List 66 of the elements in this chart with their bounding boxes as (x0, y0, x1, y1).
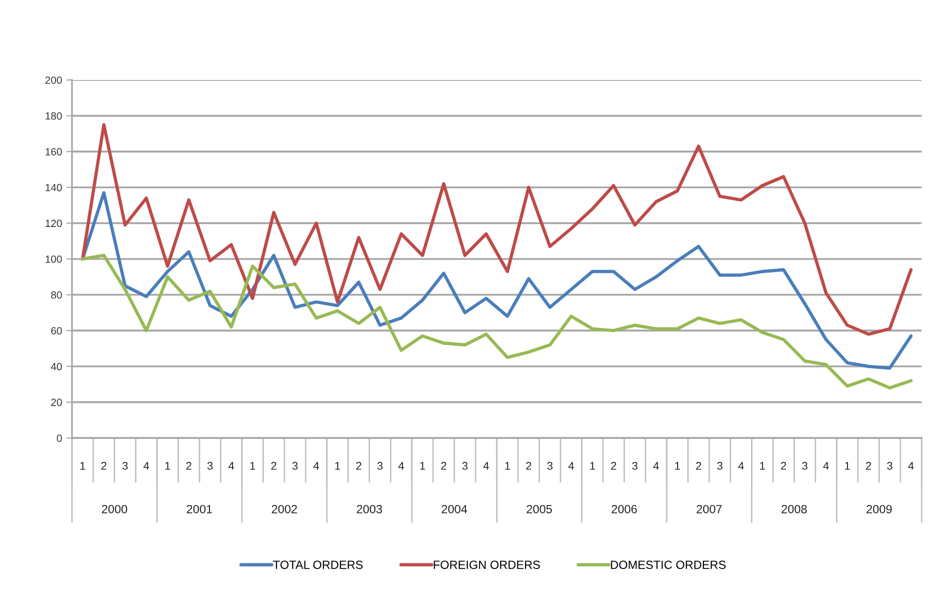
x-tick-label: 1 (845, 462, 850, 470)
x-tick-label: 4 (313, 462, 320, 470)
y-tick-label: 80 (51, 291, 62, 299)
x-tick-label: 4 (908, 462, 914, 470)
x-tick-label: 3 (547, 462, 553, 470)
line-series (81, 254, 913, 390)
x-tick-label: 4 (228, 462, 234, 470)
y-tick-label: 120 (46, 220, 62, 228)
text: 2001 (186, 504, 212, 514)
text: 2008 (782, 504, 807, 514)
x-tick-label: 3 (632, 462, 638, 470)
x-tick-label: 3 (462, 462, 468, 470)
x-tick-label: 3 (802, 462, 808, 470)
x-tick-label: 4 (143, 462, 150, 470)
line-series (81, 123, 913, 336)
y-tick-label: 40 (50, 362, 62, 370)
x-tick-label: 4 (738, 462, 744, 470)
x-tick-label: 4 (398, 462, 404, 470)
x-tick-label: 2 (271, 462, 276, 470)
text: 2004 (442, 504, 468, 514)
legend-label: TOTAL ORDERS (273, 560, 363, 569)
x-tick-label: 3 (377, 462, 383, 470)
x-tick-label: 2 (186, 462, 192, 470)
x-tick-label: 1 (675, 462, 680, 470)
x-tick-label: 3 (207, 462, 213, 470)
legend-label: FOREIGN ORDERS (434, 560, 540, 569)
x-tick-label: 2 (441, 462, 446, 470)
x-tick-label: 2 (611, 462, 616, 470)
x-tick-label: 1 (505, 462, 510, 470)
x-tick-label: 1 (250, 462, 256, 470)
x-tick-label: 2 (101, 462, 106, 470)
text: 2000 (102, 504, 128, 514)
y-tick-label: 20 (51, 398, 62, 406)
x-tick-label: 1 (760, 462, 765, 470)
x-tick-label: 3 (292, 462, 298, 470)
x-tick-label: 2 (356, 462, 362, 470)
x-tick-label: 1 (165, 462, 170, 470)
text: 2007 (696, 504, 722, 514)
x-tick-label: 1 (335, 462, 340, 470)
y-tick-label: 100 (46, 255, 62, 263)
x-tick-label: 2 (696, 462, 702, 470)
x-tick-label: 4 (568, 462, 574, 470)
x-tick-label: 3 (717, 462, 722, 470)
legend-label: DOMESTIC ORDERS (611, 560, 726, 569)
x-tick-label: 4 (653, 462, 659, 470)
x-tick-label: 4 (483, 462, 489, 470)
y-tick-label: 140 (46, 184, 62, 192)
x-tick-label: 3 (887, 462, 892, 470)
text: 2003 (356, 504, 382, 514)
x-tick-label: 2 (781, 462, 786, 470)
y-tick-label: 60 (51, 327, 62, 334)
y-tick-label: 180 (46, 112, 62, 120)
text: 2002 (272, 504, 297, 514)
x-tick-label: 2 (866, 462, 872, 470)
text: 2005 (526, 504, 552, 514)
x-tick-label: 3 (122, 462, 128, 470)
x-tick-label: 1 (80, 462, 86, 470)
y-tick-label: 0 (56, 434, 62, 442)
x-tick-label: 1 (420, 462, 426, 470)
y-tick-label: 160 (46, 148, 62, 156)
y-tick-label: 200 (45, 76, 62, 84)
x-tick-label: 1 (590, 462, 595, 470)
x-tick-label: 2 (526, 462, 532, 470)
text: 2009 (866, 504, 892, 514)
text: 2006 (612, 504, 637, 514)
x-tick-label: 4 (823, 462, 829, 470)
